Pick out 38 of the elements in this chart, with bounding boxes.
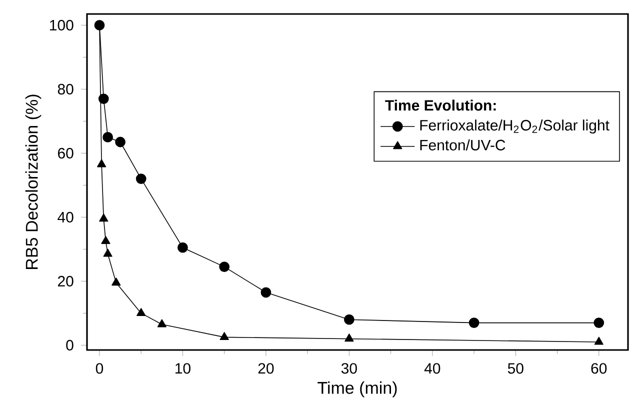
point xyxy=(103,248,112,257)
y-tick-label: 0 xyxy=(66,340,74,351)
x-tick-label: 30 xyxy=(341,363,357,374)
point xyxy=(136,174,146,184)
point xyxy=(102,132,114,142)
y-tick-label: 40 xyxy=(58,212,74,223)
point xyxy=(220,332,229,340)
y-tick-label: 60 xyxy=(58,148,74,159)
point xyxy=(594,318,604,328)
point xyxy=(136,308,146,316)
x-tick-label: 10 xyxy=(176,363,190,374)
y-tick-label: 100 xyxy=(50,20,74,31)
x-tick-label: 60 xyxy=(591,363,607,374)
x-tick-label: 0 xyxy=(96,363,104,374)
legend-label: Ferrioxalate/H$_{2}$O$_{2}$/Solar light xyxy=(420,120,610,134)
point xyxy=(112,278,121,286)
point xyxy=(594,336,604,345)
legend-label: Fenton/UV-C xyxy=(420,139,506,150)
point xyxy=(98,94,109,104)
point xyxy=(178,242,188,253)
point xyxy=(344,334,354,342)
point xyxy=(97,159,106,168)
y-tick-label: 80 xyxy=(58,84,74,95)
y-axis-title: RB5 Decolorization (%) xyxy=(25,94,42,269)
point xyxy=(101,236,110,244)
x-tick-label: 20 xyxy=(258,363,274,374)
x-tick-label: 50 xyxy=(508,363,524,374)
point xyxy=(344,314,354,325)
x-tick-label: 40 xyxy=(424,363,440,374)
legend-title: Time Evolution: xyxy=(385,100,496,111)
point xyxy=(260,287,272,298)
point xyxy=(219,262,230,272)
point xyxy=(99,214,108,222)
x-axis-title: Time (min) xyxy=(318,381,397,398)
point xyxy=(157,319,166,328)
point xyxy=(115,136,126,148)
point xyxy=(468,318,480,328)
y-tick-label: 20 xyxy=(58,276,74,287)
